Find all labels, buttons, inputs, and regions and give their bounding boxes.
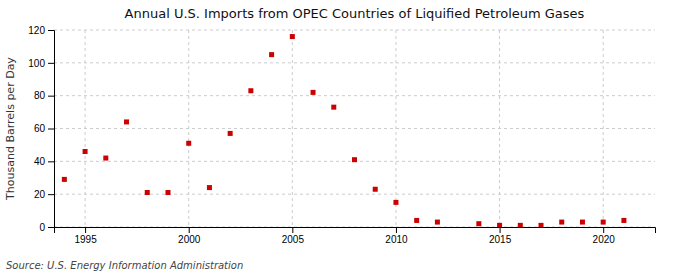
grid-line-y [54, 30, 655, 31]
point [373, 187, 378, 192]
y-tick-mark [48, 96, 54, 97]
x-tick-label: 1995 [74, 234, 97, 245]
grid-line-x [292, 30, 293, 227]
point [559, 220, 564, 225]
x-axis-line [55, 228, 656, 234]
point [601, 220, 606, 225]
points [62, 34, 627, 227]
point [290, 34, 295, 39]
y-tick-mark [48, 30, 54, 31]
y-tick-mark [48, 194, 54, 195]
point [124, 119, 129, 124]
x-tick: 2020 [593, 227, 616, 245]
x-tick-mark [396, 227, 397, 233]
x-tick: 2000 [178, 227, 201, 245]
y-tick: 100 [28, 58, 54, 69]
chart: 1995 2000 2005 2010 2015 2020 0 20 40 60 80 100 120 A… [0, 0, 675, 275]
x-tick-label: 2005 [282, 234, 305, 245]
point [393, 200, 398, 205]
x-tick-mark [500, 227, 501, 233]
x-tick-label: 2000 [178, 234, 201, 245]
x-tick-mark [85, 227, 86, 233]
x-tick-mark [189, 227, 190, 233]
y-tick-mark [48, 63, 54, 64]
grid-line-y [54, 128, 655, 129]
y-tick-label: 60 [34, 123, 46, 134]
y-tick-label: 20 [34, 189, 46, 200]
point [228, 131, 233, 136]
x-tick-mark [292, 227, 293, 233]
point [352, 157, 357, 162]
x-tick: 2015 [489, 227, 512, 245]
grid-line-x [85, 30, 86, 227]
grid-line-x [499, 30, 500, 227]
point [435, 220, 440, 225]
y-tick: 120 [28, 25, 54, 36]
point [497, 223, 502, 227]
y-tick-mark [48, 227, 54, 228]
x-tick: 2010 [385, 227, 408, 245]
y-tick-mark [48, 129, 54, 130]
point [311, 90, 316, 95]
grid-line-x [603, 30, 604, 227]
plot-area: 1995 2000 2005 2010 2015 2020 0 20 40 60 80 100 120 [28, 25, 655, 245]
point [476, 221, 481, 226]
x-tick: 2005 [282, 227, 305, 245]
y-tick-label: 0 [39, 222, 45, 233]
y-axis-title: Thousand Barrels per Day [4, 57, 17, 201]
point [103, 156, 108, 161]
point [62, 177, 67, 182]
grid-line-y [54, 194, 655, 195]
point [539, 223, 544, 227]
point [165, 190, 170, 195]
y-tick: 40 [34, 156, 54, 167]
y-axis: 0 20 40 60 80 100 120 [28, 25, 54, 233]
grid [54, 30, 655, 227]
y-tick: 20 [34, 189, 54, 200]
y-tick: 60 [34, 123, 54, 134]
point [207, 185, 212, 190]
x-tick-label: 2010 [385, 234, 408, 245]
point [248, 88, 253, 93]
y-tick: 0 [39, 222, 54, 233]
point [414, 218, 419, 223]
y-tick-label: 120 [28, 25, 45, 36]
x-tick: 1995 [74, 227, 97, 245]
x-tick-mark [603, 227, 604, 233]
point [83, 149, 88, 154]
point [145, 190, 150, 195]
x-tick-label: 2015 [489, 234, 512, 245]
y-tick-mark [48, 161, 54, 162]
point [621, 218, 626, 223]
grid-line-x [188, 30, 189, 227]
y-tick: 80 [34, 90, 54, 101]
point [331, 105, 336, 110]
y-tick-label: 80 [34, 90, 46, 101]
point [269, 52, 274, 57]
grid-line-x [395, 30, 396, 227]
point [518, 223, 523, 227]
grid-line-y [54, 62, 655, 63]
point [580, 220, 585, 225]
grid-line-y [54, 95, 655, 96]
source-note: Source: U.S. Energy Information Administ… [6, 260, 243, 271]
x-tick-label: 2020 [593, 234, 616, 245]
x-axis: 1995 2000 2005 2010 2015 2020 [55, 227, 656, 245]
point [186, 141, 191, 146]
y-tick-label: 100 [28, 58, 45, 69]
y-tick-label: 40 [34, 156, 46, 167]
y-axis-line [48, 31, 55, 228]
title: Annual U.S. Imports from OPEC Countries … [125, 6, 585, 21]
